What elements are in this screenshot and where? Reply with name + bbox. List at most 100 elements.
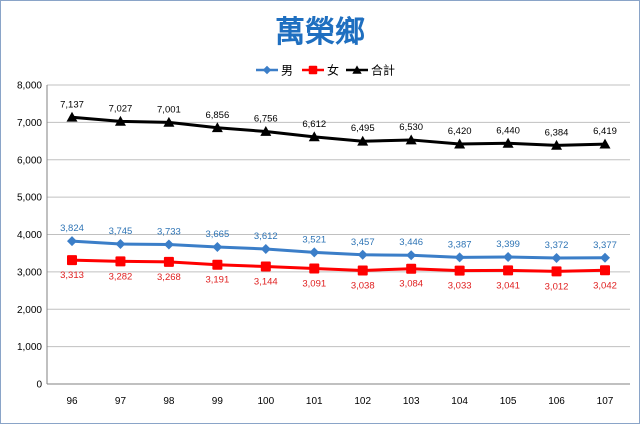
- series-男: 3,824 3,745 3,733 3,665 3,612 3,521 3,457 3,446…: [60, 223, 617, 263]
- data-point: [406, 263, 417, 274]
- data-label: 3,733: [157, 226, 181, 237]
- data-label: 6,419: [593, 126, 617, 137]
- data-label: 6,530: [399, 122, 423, 133]
- data-point: [551, 139, 563, 150]
- y-tick-label: 0: [36, 380, 42, 391]
- data-label: 3,033: [448, 281, 472, 292]
- data-label: 3,038: [351, 280, 375, 291]
- legend-item-男: 男: [256, 64, 293, 78]
- legend-item-女: 女: [302, 63, 339, 78]
- y-tick-label: 6,000: [17, 155, 42, 166]
- chart-title: 萬榮鄉: [275, 15, 365, 50]
- series-合計: 7,137 7,027 7,001 6,856 6,756 6,612 6,495 6,530…: [60, 99, 617, 150]
- data-point: [454, 252, 465, 263]
- x-tick-label: 101: [306, 396, 323, 407]
- series-line: [71, 115, 606, 147]
- data-point: [357, 265, 368, 276]
- y-axis: 0 1,000 2,000 3,000 4,000 5,000 6,000 7,000 8,00…: [17, 81, 48, 391]
- data-label: 7,027: [109, 103, 133, 114]
- y-tick-label: 5,000: [17, 193, 42, 204]
- data-point: [308, 131, 320, 142]
- data-point: [115, 256, 126, 267]
- data-point: [66, 111, 78, 122]
- data-point: [454, 265, 465, 276]
- x-tick-label: 106: [548, 396, 565, 407]
- data-point: [503, 251, 514, 262]
- legend-marker: [352, 65, 362, 74]
- data-point: [551, 266, 562, 277]
- data-point: [309, 247, 320, 258]
- y-tick-label: 4,000: [17, 230, 42, 241]
- series-line: [71, 258, 606, 273]
- data-label: 3,399: [496, 239, 520, 250]
- data-point: [599, 138, 611, 149]
- x-tick-label: 105: [500, 396, 517, 407]
- data-label: 3,457: [351, 237, 375, 248]
- data-label: 7,001: [157, 104, 181, 115]
- x-tick-label: 104: [451, 396, 468, 407]
- x-tick-label: 100: [257, 396, 274, 407]
- data-label: 3,268: [157, 272, 181, 283]
- data-point: [357, 135, 369, 146]
- data-point: [309, 263, 320, 274]
- series-女: 3,313 3,282 3,268 3,191 3,144 3,091 3,038 3,084…: [60, 255, 617, 292]
- data-label: 3,041: [496, 280, 520, 291]
- data-label: 6,612: [302, 119, 326, 130]
- y-tick-label: 2,000: [17, 305, 42, 316]
- legend-marker: [262, 65, 272, 75]
- data-point: [503, 265, 514, 276]
- data-point: [211, 122, 223, 133]
- data-point: [551, 252, 562, 263]
- y-tick-label: 3,000: [17, 267, 42, 278]
- data-point: [600, 265, 610, 276]
- data-label: 6,856: [205, 110, 229, 121]
- data-point: [115, 239, 126, 250]
- data-label: 3,144: [254, 276, 278, 287]
- data-label: 3,612: [254, 231, 278, 242]
- series-group: 3,824 3,745 3,733 3,665 3,612 3,521 3,457 3,446…: [60, 99, 617, 292]
- x-axis: 96 97 98 99 100 101 102 103 104 105 106 107: [66, 396, 613, 407]
- legend-label: 女: [327, 63, 339, 78]
- x-tick-label: 102: [354, 396, 371, 407]
- data-label: 3,191: [205, 275, 229, 286]
- data-point: [405, 134, 417, 145]
- data-point: [260, 261, 271, 272]
- data-label: 6,440: [496, 125, 520, 136]
- data-label: 3,521: [302, 234, 326, 245]
- x-tick-label: 99: [212, 396, 224, 407]
- data-label: 3,824: [60, 223, 84, 234]
- data-label: 3,446: [399, 237, 423, 248]
- data-label: 6,420: [448, 126, 472, 137]
- data-label: 3,012: [545, 281, 569, 292]
- x-tick-label: 97: [115, 396, 127, 407]
- data-label: 6,384: [545, 127, 569, 138]
- legend: 男 女 合計: [256, 63, 395, 78]
- data-point: [454, 138, 466, 149]
- data-point: [67, 236, 77, 247]
- data-label: 3,377: [593, 240, 617, 251]
- data-label: 3,084: [399, 279, 423, 290]
- data-point: [357, 249, 368, 260]
- legend-label: 男: [281, 64, 293, 78]
- data-point: [163, 256, 174, 267]
- x-tick-label: 96: [66, 396, 78, 407]
- data-label: 3,091: [302, 278, 326, 289]
- x-tick-label: 98: [163, 396, 175, 407]
- data-point: [67, 255, 77, 266]
- legend-label: 合計: [371, 63, 395, 78]
- data-point: [260, 125, 272, 136]
- data-point: [212, 242, 223, 253]
- legend-marker: [308, 65, 318, 75]
- data-label: 3,313: [60, 270, 84, 281]
- y-tick-label: 1,000: [17, 342, 42, 353]
- x-tick-label: 107: [597, 396, 614, 407]
- data-label: 7,137: [60, 99, 84, 110]
- x-tick-label: 103: [403, 396, 420, 407]
- data-label: 3,372: [545, 240, 569, 251]
- data-label: 3,387: [448, 239, 472, 250]
- data-label: 3,042: [593, 280, 617, 291]
- data-label: 3,665: [205, 229, 229, 240]
- data-point: [114, 115, 126, 126]
- gridlines: [47, 84, 630, 385]
